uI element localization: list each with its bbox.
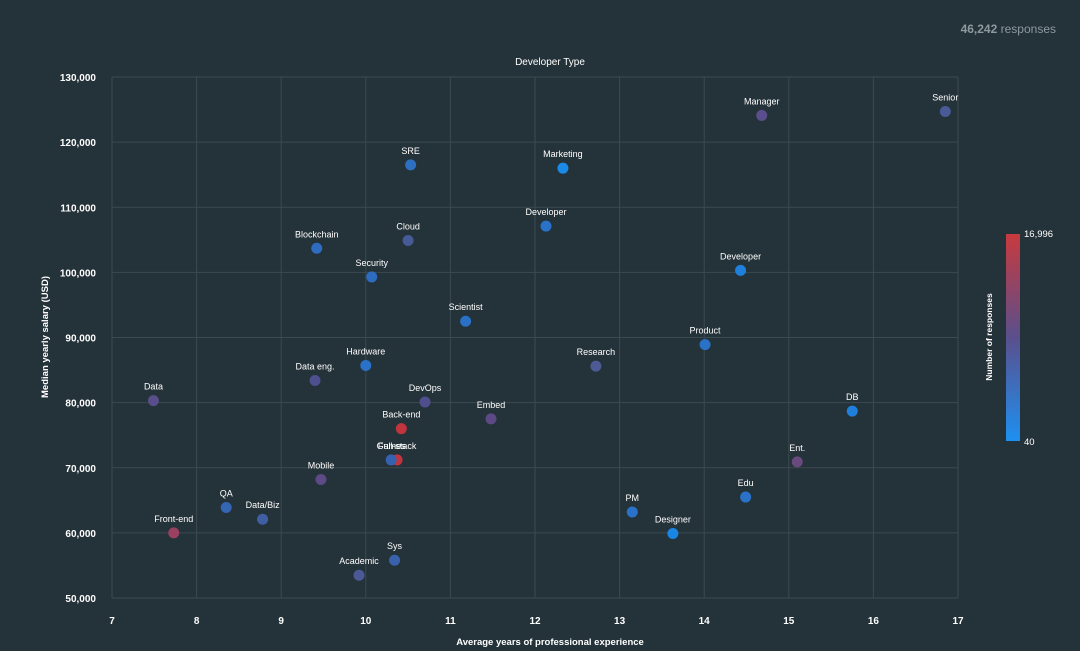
y-axis-label: Median yearly salary (USD): [40, 276, 51, 398]
x-tick-label: 14: [699, 616, 711, 627]
point-label: Data: [144, 382, 163, 392]
point-labels: Senior Manager SRE Marketing Developer Cloud B…: [144, 93, 958, 567]
colorbar-max-label: 16,996: [1024, 229, 1053, 240]
data-point[interactable]: [791, 456, 803, 468]
data-point[interactable]: [366, 271, 378, 283]
point-label: Data eng.: [296, 361, 335, 371]
point-label: Mobile: [308, 460, 335, 470]
point-label: Data/Biz: [246, 500, 281, 510]
point-label: Cloud: [396, 221, 420, 231]
point-label: Back-end: [382, 410, 420, 420]
y-tick-label: 90,000: [65, 334, 96, 345]
data-point[interactable]: [626, 506, 638, 518]
data-point[interactable]: [740, 491, 752, 503]
data-point[interactable]: [540, 220, 552, 232]
y-tick-label: 130,000: [60, 73, 97, 84]
data-point[interactable]: [735, 264, 747, 276]
grid-lines: [111, 76, 959, 599]
point-label: Developer: [525, 207, 566, 217]
point-label: DB: [846, 392, 859, 402]
point-label: Designer: [655, 515, 691, 525]
responses-number: 46,242: [960, 22, 998, 36]
data-point[interactable]: [939, 106, 951, 118]
point-label: Senior: [932, 93, 958, 103]
point-label: Blockchain: [295, 229, 339, 239]
point-label: QA: [220, 488, 233, 498]
y-tick-label: 50,000: [65, 594, 96, 605]
data-point[interactable]: [389, 554, 401, 566]
point-label: Academic: [339, 556, 379, 566]
data-point[interactable]: [485, 413, 497, 425]
point-label: PM: [626, 493, 640, 503]
x-tick-label: 11: [445, 616, 456, 627]
x-tick-label: 9: [278, 616, 284, 627]
data-point[interactable]: [846, 405, 858, 417]
data-point[interactable]: [220, 501, 232, 513]
x-tick-label: 15: [783, 616, 795, 627]
data-point[interactable]: [309, 374, 321, 386]
responses-label: responses: [1000, 22, 1056, 36]
data-point[interactable]: [385, 454, 397, 466]
point-label: Product: [690, 326, 722, 336]
point-label: Scientist: [449, 302, 484, 312]
point-label: Front-end: [154, 514, 193, 524]
data-point[interactable]: [590, 360, 602, 372]
data-point[interactable]: [667, 528, 679, 540]
data-point[interactable]: [257, 513, 269, 525]
x-axis-ticks: 7 8 9 10 11 12 13 14 15 16 17: [109, 616, 964, 627]
data-point[interactable]: [353, 569, 365, 581]
data-point[interactable]: [395, 423, 407, 435]
point-label: Sys: [387, 541, 403, 551]
x-tick-label: 12: [529, 616, 541, 627]
data-point[interactable]: [402, 234, 414, 246]
data-point[interactable]: [460, 315, 472, 327]
data-point[interactable]: [405, 159, 417, 171]
y-tick-label: 80,000: [65, 399, 96, 410]
colorbar-gradient: [1006, 234, 1020, 441]
point-label: DevOps: [409, 383, 442, 393]
point-label: Hardware: [346, 347, 385, 357]
y-tick-label: 60,000: [65, 529, 96, 540]
point-label: Marketing: [543, 149, 583, 159]
responses-count: 46,242 responses: [961, 22, 1056, 36]
point-label: Edu: [738, 478, 754, 488]
point-label: Full-stack: [378, 441, 417, 451]
point-label: Ent.: [789, 443, 805, 453]
colorbar-title: Number of responses: [984, 293, 994, 381]
y-tick-label: 70,000: [65, 464, 96, 475]
x-tick-label: 8: [194, 616, 200, 627]
y-tick-label: 110,000: [60, 203, 96, 214]
colorbar: 16,996 40 Number of responses: [984, 229, 1053, 448]
x-tick-label: 16: [868, 616, 880, 627]
point-label: SRE: [401, 146, 420, 156]
data-point[interactable]: [756, 109, 768, 121]
data-point[interactable]: [699, 339, 711, 351]
colorbar-min-label: 40: [1024, 437, 1035, 448]
point-label: Developer: [720, 251, 761, 261]
point-label: Embed: [477, 400, 506, 410]
y-tick-label: 120,000: [60, 138, 97, 149]
point-label: Manager: [744, 96, 780, 106]
data-point[interactable]: [360, 360, 372, 372]
data-point[interactable]: [557, 162, 569, 174]
x-tick-label: 10: [360, 616, 372, 627]
x-tick-label: 13: [614, 616, 626, 627]
data-point[interactable]: [147, 395, 159, 407]
x-tick-label: 7: [109, 616, 115, 627]
y-tick-label: 100,000: [60, 268, 97, 279]
data-point[interactable]: [315, 473, 327, 485]
data-points: [147, 106, 951, 581]
point-label: Research: [577, 347, 616, 357]
point-label: Security: [355, 258, 388, 268]
y-axis-ticks: 50,000 60,000 70,000 80,000 90,000 100,000 110…: [60, 73, 97, 605]
point-label: Games: [377, 441, 407, 451]
x-axis-label: Average years of professional experience: [456, 637, 644, 648]
chart-title: Developer Type: [515, 57, 585, 68]
data-point[interactable]: [168, 527, 180, 539]
data-point[interactable]: [311, 242, 323, 254]
x-tick-label: 17: [952, 616, 964, 627]
data-point[interactable]: [419, 396, 431, 408]
